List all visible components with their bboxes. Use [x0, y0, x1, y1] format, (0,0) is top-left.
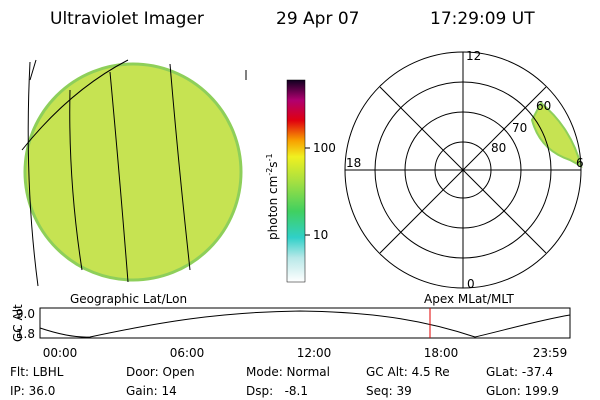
panel-label: Geographic Lat/Lon	[70, 292, 187, 306]
unit: photon cm	[266, 176, 280, 240]
footer-field: IP: 36.0	[10, 384, 55, 398]
footer-field: GC Alt: 4.5 Re	[366, 365, 450, 379]
x-tick-label: 06:00	[170, 346, 205, 360]
footer-field: GLat: -37.4	[486, 365, 553, 379]
altitude-frame	[39, 307, 571, 339]
footer-field: Mode: Normal	[246, 365, 330, 379]
mlt-label: 12	[466, 49, 481, 63]
lat-label: 70	[512, 121, 527, 135]
x-tick-label: 23:59	[533, 346, 568, 360]
colorbar-tick-label: 100	[313, 141, 336, 155]
mlt-label: 18	[346, 156, 361, 170]
footer-field: GLon: 199.9	[486, 384, 559, 398]
altitude-curve	[39, 310, 571, 338]
mlt-label: 0	[467, 277, 475, 291]
y-tick-label: 9.0	[16, 307, 35, 321]
image-disk	[21, 59, 247, 287]
x-tick-label: 00:00	[43, 346, 78, 360]
mlt-label: 6	[576, 156, 584, 170]
x-tick-label: 12:00	[297, 346, 332, 360]
panel-label: Apex MLat/MLT	[424, 292, 514, 306]
footer-field: Door: Open	[126, 365, 195, 379]
title: Ultraviolet Imager	[50, 9, 204, 29]
unit: s	[266, 161, 280, 167]
exponent: -1	[265, 153, 274, 161]
lat-label: 80	[491, 141, 506, 155]
polar-plot	[344, 51, 583, 289]
footer-field: Dsp: -8.1	[246, 384, 308, 398]
colorbar-label: photon cm-2s-1	[265, 153, 280, 240]
x-tick-label: 18:00	[424, 346, 459, 360]
lat-label: 60	[536, 99, 551, 113]
colorbar-tick-label: 10	[313, 228, 328, 242]
time: 17:29:09 UT	[430, 9, 535, 29]
footer-field: Seq: 39	[366, 384, 412, 398]
altitude-axis-label: GC Alt	[11, 304, 25, 342]
colorbar	[286, 79, 306, 283]
date: 29 Apr 07	[276, 9, 359, 29]
y-tick-label: 1.8	[16, 327, 35, 341]
footer-field: Gain: 14	[126, 384, 177, 398]
exponent: -2	[265, 168, 274, 176]
footer-field: Flt: LBHL	[10, 365, 64, 379]
